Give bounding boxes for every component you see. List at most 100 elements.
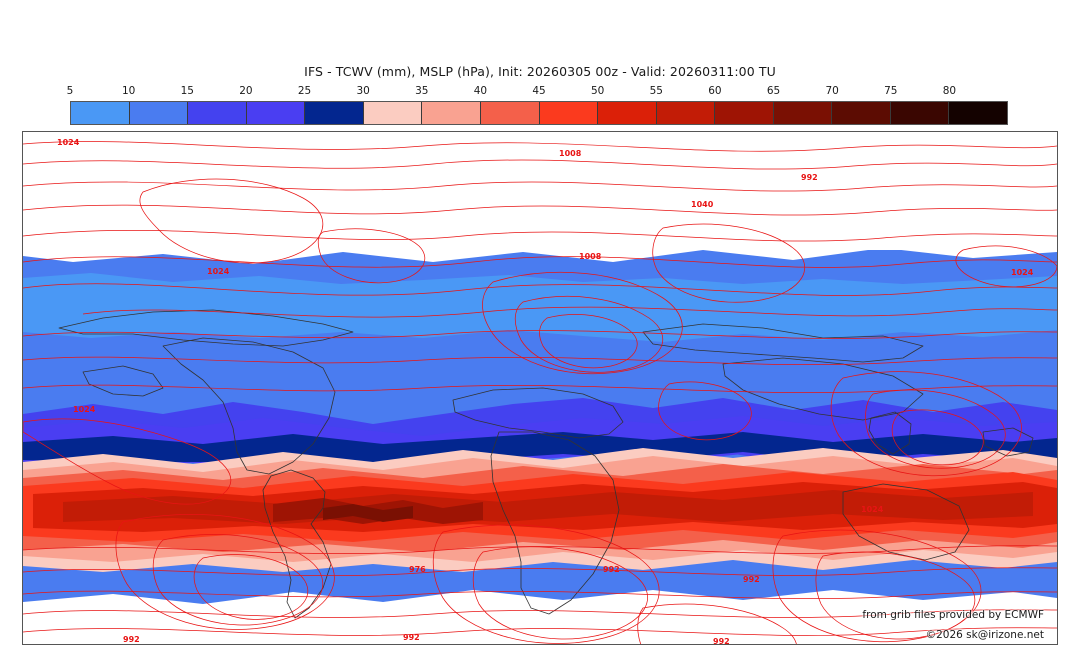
mslp-isobar <box>830 371 1022 477</box>
tcwv-contour-band <box>23 273 1057 342</box>
isobar-label: 1040 <box>691 200 714 209</box>
colorbar-tick: 30 <box>356 85 370 97</box>
mslp-isobar-labels: 1024 1008 1008 1040 1024 1024 1024 992 992 992 976… <box>57 138 1034 644</box>
colorbar-segment <box>715 102 774 124</box>
colorbar-tick: 5 <box>66 85 74 97</box>
coastline <box>262 469 332 619</box>
colorbar-tick: 65 <box>766 85 781 97</box>
mslp-isobar <box>23 567 1057 577</box>
isobar-label: 992 <box>801 173 818 182</box>
isobar-label: 992 <box>123 635 140 644</box>
mslp-isobar <box>23 181 1057 192</box>
coastline <box>842 483 970 561</box>
mslp-isobar <box>865 389 1006 469</box>
coastline <box>82 365 164 397</box>
data-source-credit: from grib files provided by ECMWF <box>862 609 1044 621</box>
colorbar-tick-labels: 5 10 15 20 25 30 35 40 45 50 55 60 65 70 75 80 <box>66 84 1008 101</box>
mslp-isobar <box>23 356 1057 366</box>
mslp-isobar <box>891 409 984 466</box>
colorbar-tick: 20 <box>239 85 253 97</box>
mslp-isobar <box>652 223 805 303</box>
colorbar-segment <box>71 102 130 124</box>
chart-title: IFS - TCWV (mm), MSLP (hPa), Init: 20260… <box>304 64 776 79</box>
mslp-isobar <box>815 551 976 640</box>
mslp-isobar <box>23 418 232 505</box>
colorbar-segment <box>188 102 247 124</box>
colorbar-swatches <box>70 101 1008 125</box>
copyright-credit: ©2026 sk@irizone.net <box>925 629 1044 641</box>
mslp-isobar <box>23 256 1057 268</box>
colorbar-segment <box>246 102 306 124</box>
mslp-isobar <box>472 546 648 640</box>
colorbar-tick: 55 <box>649 85 663 97</box>
coastline-layer <box>58 309 1034 619</box>
colorbar-segment <box>539 102 599 124</box>
mslp-isobar <box>23 590 1057 600</box>
tcwv-shading-layer <box>23 132 1057 644</box>
isobar-label: 992 <box>603 565 620 574</box>
isobar-label: 976 <box>409 565 426 574</box>
mslp-isobar <box>514 295 664 373</box>
mslp-isobar <box>23 545 1057 555</box>
colorbar-tick: 80 <box>942 85 957 97</box>
mslp-isobar <box>432 524 660 644</box>
isobar-label: 1024 <box>861 505 884 514</box>
isobar-label: 992 <box>713 637 730 644</box>
isobar-label: 1024 <box>57 138 80 147</box>
mslp-isobar <box>317 228 426 284</box>
colorbar-segment <box>305 102 364 124</box>
colorbar-segment <box>598 102 657 124</box>
coastline <box>162 337 336 475</box>
colorbar-segment <box>773 102 833 124</box>
mslp-isobar <box>115 514 335 630</box>
coastline <box>642 323 924 363</box>
map-panel[interactable]: 1024 1008 1008 1040 1024 1024 1024 992 992 992 976… <box>22 131 1058 645</box>
colorbar: 5 10 15 20 25 30 35 40 45 50 55 60 65 70 75 80 <box>66 84 1008 125</box>
mslp-isobar <box>539 314 638 369</box>
mslp-isobar <box>23 229 1057 242</box>
colorbar-tick: 35 <box>415 85 429 97</box>
mslp-isobar <box>82 306 1057 318</box>
colorbar-segment <box>949 102 1007 124</box>
mslp-isobar <box>23 609 1057 618</box>
coastline <box>58 309 354 347</box>
coastline <box>982 427 1034 457</box>
global-tcwv-mslp-map[interactable]: 1024 1008 1008 1040 1024 1024 1024 992 992 992 976… <box>23 132 1057 644</box>
isobar-label: 1008 <box>559 149 582 158</box>
isobar-label: 992 <box>743 575 760 584</box>
mslp-isobar <box>139 178 324 264</box>
colorbar-tick: 50 <box>590 85 605 97</box>
colorbar-tick: 75 <box>884 85 898 97</box>
mslp-isobar <box>23 384 1057 394</box>
colorbar-tick: 25 <box>297 85 312 97</box>
mslp-isobar <box>23 283 1057 296</box>
mslp-isobar <box>152 534 324 626</box>
mslp-isobar <box>658 381 752 441</box>
mslp-isobar <box>23 330 1057 339</box>
colorbar-tick: 60 <box>708 85 722 97</box>
colorbar-segment <box>480 102 540 124</box>
coastline <box>868 411 912 455</box>
coastline <box>452 387 624 439</box>
colorbar-segment <box>422 102 481 124</box>
colorbar-tick: 70 <box>825 85 839 97</box>
mslp-isobar-layer <box>23 141 1057 644</box>
isobar-label: 1008 <box>579 252 602 261</box>
mslp-isobar <box>23 204 1057 216</box>
isobar-label: 992 <box>403 633 420 642</box>
low-vapour-region <box>23 132 1057 264</box>
isobar-label: 1024 <box>73 405 96 414</box>
colorbar-segment <box>363 102 423 124</box>
colorbar-segment <box>890 102 950 124</box>
coastline <box>490 431 620 615</box>
mslp-isobar <box>23 627 1057 636</box>
mslp-isobar <box>955 245 1057 288</box>
mslp-isobar <box>23 159 1057 170</box>
isobar-label: 1024 <box>207 267 230 276</box>
colorbar-segment <box>832 102 891 124</box>
colorbar-tick: 15 <box>180 85 194 97</box>
isobar-label: 1024 <box>1011 268 1034 277</box>
low-vapour-region <box>23 590 1057 644</box>
mslp-isobar <box>637 603 797 644</box>
